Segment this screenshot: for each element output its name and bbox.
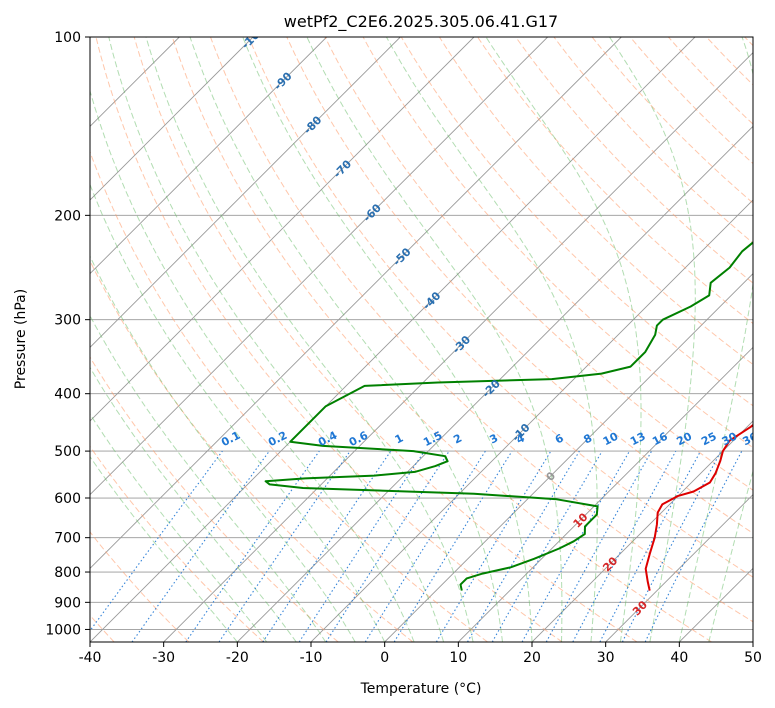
moist-adiabat-line [108, 37, 445, 642]
x-tick-label: -30 [152, 650, 175, 666]
dry-adiabat-line [362, 37, 753, 449]
plot-frame [89, 36, 754, 643]
dry-adiabat-line [591, 37, 753, 204]
isotherm-line [605, 494, 753, 642]
chart-title: wetPf2_C2E6.2025.305.06.41.G17 [284, 12, 558, 32]
dry-adiabat-line [90, 259, 414, 642]
moist-adiabat-line [708, 469, 753, 642]
dry-adiabat-line [324, 37, 753, 491]
moist-adiabat-line [385, 37, 598, 642]
data-series [264, 241, 753, 591]
y-tick-label: 500 [54, 444, 81, 460]
isotherm-line [90, 37, 401, 348]
mixing-ratio-line [325, 450, 450, 642]
mixing-ratio-line [185, 450, 320, 642]
temperature-profile-line [644, 423, 753, 591]
moist-adiabat-line [90, 455, 238, 642]
isotherm-line [90, 37, 622, 569]
y-axis-label: Pressure (hPa) [13, 289, 29, 389]
dry-adiabat-line [90, 356, 339, 642]
dry-adiabat-line [90, 531, 190, 642]
moist-adiabat-line [189, 37, 503, 642]
dry-adiabat-line [438, 37, 753, 366]
mixing-ratio-label: 30 [720, 430, 740, 449]
mixing-ratio-line [491, 450, 603, 642]
isotherm-line [458, 346, 753, 642]
y-tick-label: 600 [54, 491, 81, 507]
isotherm-line [90, 37, 254, 201]
isotherm-line [90, 37, 475, 422]
moist-adiabat-line [242, 37, 533, 642]
mixing-ratio-label: 25 [699, 430, 719, 449]
isotherm-line [90, 37, 327, 275]
dry-adiabat-line [95, 37, 563, 642]
mixing-ratio-line [393, 450, 513, 642]
mixing-ratio-line [90, 450, 223, 632]
y-tick-label: 700 [54, 531, 81, 547]
x-tick-label: 0 [380, 650, 389, 666]
x-tick-label: 30 [597, 650, 615, 666]
mixing-ratio-label: 36 [740, 430, 760, 449]
x-tick-label: 10 [449, 650, 467, 666]
dry-adiabat-line [629, 37, 753, 165]
moist-adiabat-line [90, 314, 327, 642]
dry-adiabat-line [286, 37, 753, 534]
dry-adiabat-line [90, 150, 488, 642]
mixing-ratio-line [218, 450, 351, 642]
dry-adiabat-line [133, 37, 638, 642]
mixing-ratio-label: 20 [674, 430, 694, 449]
axes: -40 -30 -20 -10 0 10 20 30 40 50 100 200 300 400 500 60… [45, 30, 762, 666]
dry-adiabat-line [248, 37, 753, 578]
mixing-ratio-line [521, 450, 630, 642]
y-tick-label: 400 [54, 387, 81, 403]
moist-adiabat-line [90, 89, 415, 642]
dry-adiabat-line [210, 37, 753, 623]
isotherm-line [163, 52, 753, 642]
dry-adiabat-line [400, 37, 753, 407]
moist-adiabat-line [90, 366, 297, 642]
moist-adiabat-line [609, 37, 696, 642]
moist-adiabat-line [90, 183, 386, 642]
mixing-ratio-line [545, 450, 653, 642]
mixing-ratio-label: 13 [628, 430, 648, 449]
y-tick-label: 800 [54, 565, 81, 581]
background-lines [90, 37, 753, 642]
dewpoint-profile-line [264, 241, 753, 591]
mixing-ratio-line [131, 450, 270, 642]
moist-adiabat-line [678, 37, 753, 642]
dry-adiabat-line [515, 37, 753, 284]
moist-adiabat-line [485, 37, 642, 642]
mixing-ratio-line [467, 450, 580, 642]
x-tick-label: 40 [670, 650, 688, 666]
mixing-ratio-label: 16 [650, 430, 670, 449]
mixing-ratio-line [364, 450, 486, 642]
x-tick-label: 50 [744, 650, 762, 666]
y-tick-label: 900 [54, 595, 81, 611]
x-tick-label: 20 [523, 650, 541, 666]
mixing-ratio-line [572, 450, 677, 642]
y-tick-label: 300 [54, 313, 81, 329]
x-tick-label: -40 [79, 650, 102, 666]
x-tick-label: -10 [300, 650, 323, 666]
y-tick-label: 100 [54, 30, 81, 46]
mixing-ratio-label: 10 [601, 430, 621, 449]
isotherm-line [90, 37, 548, 496]
isotherm-line [90, 37, 696, 642]
x-tick-label: -20 [226, 650, 249, 666]
moist-adiabat-line [145, 37, 474, 642]
isotherm-line [237, 125, 753, 642]
isotherm-line [384, 273, 753, 642]
plot-background [90, 37, 753, 642]
y-tick-label: 200 [54, 208, 81, 224]
moist-adiabat-line [90, 255, 356, 642]
x-axis-label: Temperature (°C) [360, 681, 482, 697]
moist-adiabat-line [306, 37, 563, 642]
mixing-ratio-line [435, 450, 552, 642]
y-tick-label: 1000 [45, 622, 81, 638]
dry-adiabat-line [553, 37, 753, 244]
moist-adiabat-line [90, 413, 268, 642]
